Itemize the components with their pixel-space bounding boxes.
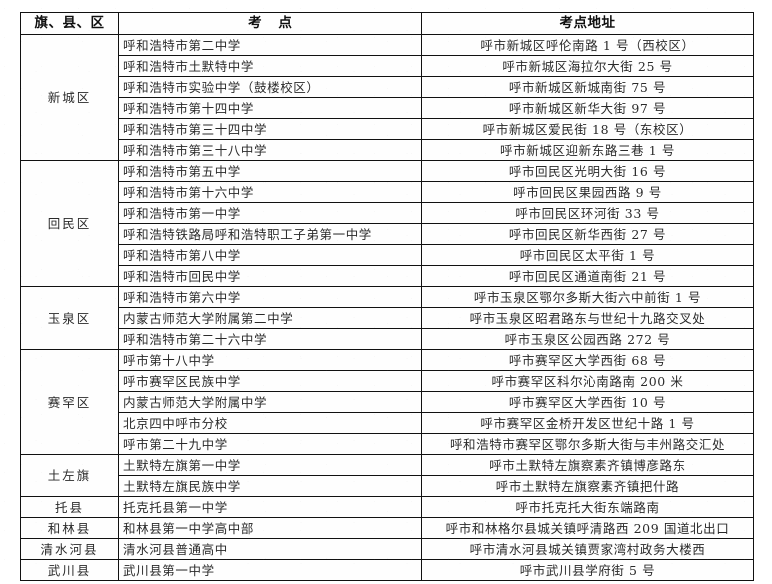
district-cell: 清水河县 [20,538,119,560]
exam-address-cell: 呼和浩特市赛罕区鄂尔多斯大街与丰州路交汇处 [421,433,754,455]
column-header-district: 旗、县、区 [20,12,119,35]
column-header-address: 考点地址 [421,12,754,35]
exam-site-cell: 呼和浩特市第二十六中学 [118,328,422,350]
exam-site-cell: 土默特左旗第一中学 [118,454,422,476]
exam-address-cell: 呼市土默特左旗察素齐镇博彦路东 [421,454,754,476]
table-row: 赛罕区 呼市第十八中学 呼市赛罕区大学西街 68 号 [20,349,754,455]
exam-address-cell: 呼市土默特左旗察素齐镇把什路 [421,475,754,497]
exam-site-cell: 呼和浩特市第三十八中学 [118,139,422,161]
table-row: 呼和浩特市第十四中学 呼市新城区新华大街 97 号 [21,97,754,119]
district-cell: 回民区 [20,160,119,287]
table-row: 回民区 呼和浩特市第五中学 呼市回民区光明大街 16 号 [20,160,754,287]
exam-site-cell: 武川县第一中学 [118,559,422,581]
exam-address-cell: 呼市回民区光明大街 16 号 [421,160,754,182]
column-header-site: 考 点 [118,12,422,35]
district-cell: 托县 [20,496,119,518]
table-row: 和林县 和林县第一中学高中部 呼市和林格尔县城关镇呼清路西 209 国道北出口 [20,517,754,539]
exam-site-cell: 内蒙古师范大学附属中学 [118,391,422,413]
exam-address-cell: 呼市玉泉区鄂尔多斯大街六中前街 1 号 [421,286,754,308]
table-row: 呼和浩特市第二十六中学 呼市玉泉区公园西路 272 号 [21,328,754,350]
district-cell: 土左旗 [20,454,119,497]
exam-site-cell: 内蒙古师范大学附属第二中学 [118,307,422,329]
district-cell: 武川县 [20,559,119,581]
table-row: 呼和浩特市土默特中学 呼市新城区海拉尔大街 25 号 [21,55,754,77]
table-row: 土默特左旗民族中学 呼市土默特左旗察素齐镇把什路 [21,475,754,497]
exam-address-cell: 呼市回民区通道南街 21 号 [421,265,754,287]
exam-address-cell: 呼市新城区爱民街 18 号（东校区） [421,118,754,140]
exam-site-cell: 呼和浩特市第五中学 [118,160,422,182]
exam-site-cell: 呼和浩特市第一中学 [118,202,422,224]
exam-address-cell: 呼市托克托大街东端路南 [421,496,754,518]
table-row: 武川县 武川县第一中学 呼市武川县学府街 5 号 [20,559,754,581]
exam-address-cell: 呼市赛罕区金桥开发区世纪十路 1 号 [421,412,754,434]
table-row: 玉泉区 呼和浩特市第六中学 呼市玉泉区鄂尔多斯大街六中前街 1 号 [20,286,754,350]
exam-address-cell: 呼市武川县学府街 5 号 [421,559,754,581]
district-cell: 和林县 [20,517,119,539]
exam-address-cell: 呼市赛罕区科尔沁南路南 200 米 [421,370,754,392]
exam-address-cell: 呼市回民区环河街 33 号 [421,202,754,224]
table-row: 土左旗 土默特左旗第一中学 呼市土默特左旗察素齐镇博彦路东 [20,454,754,497]
exam-site-table: 旗、县、区 考 点 考点地址 新城区 呼和浩特市第二中学 呼市新城区呼伦南路 1 号… [20,12,754,581]
exam-site-cell: 北京四中呼市分校 [118,412,422,434]
table-row: 新城区 呼和浩特市第二中学 呼市新城区呼伦南路 1 号（西校区） [20,34,754,161]
exam-address-cell: 呼市新城区新华大街 97 号 [421,97,754,119]
exam-site-cell: 呼和浩特市第八中学 [118,244,422,266]
exam-address-cell: 呼市玉泉区昭君路东与世纪十九路交叉处 [421,307,754,329]
table-header: 旗、县、区 考 点 考点地址 [20,12,754,35]
table-row: 清水河县 清水河县普通高中 呼市清水河县城关镇贾家湾村政务大楼西 [20,538,754,560]
exam-site-cell: 呼和浩特市土默特中学 [118,55,422,77]
exam-site-cell: 呼和浩特市第三十四中学 [118,118,422,140]
district-cell: 赛罕区 [20,349,119,455]
exam-address-cell: 呼市回民区果园西路 9 号 [421,181,754,203]
table-body: 新城区 呼和浩特市第二中学 呼市新城区呼伦南路 1 号（西校区） 呼和浩特市土默特中学… [20,34,754,581]
table-row: 呼和浩特市第十六中学 呼市回民区果园西路 9 号 [21,181,754,203]
exam-site-cell: 清水河县普通高中 [118,538,422,560]
header-row: 旗、县、区 考 点 考点地址 [20,12,754,35]
exam-address-cell: 呼市和林格尔县城关镇呼清路西 209 国道北出口 [421,517,754,539]
exam-site-cell: 呼和浩特市第二中学 [118,34,422,56]
table-row: 北京四中呼市分校 呼市赛罕区金桥开发区世纪十路 1 号 [21,412,754,434]
table-row: 呼市第二十九中学 呼和浩特市赛罕区鄂尔多斯大街与丰州路交汇处 [21,433,754,455]
exam-site-cell: 呼和浩特市第十四中学 [118,97,422,119]
exam-address-cell: 呼市清水河县城关镇贾家湾村政务大楼西 [421,538,754,560]
exam-site-cell: 呼市第十八中学 [118,349,422,371]
exam-site-cell: 呼和浩特市回民中学 [118,265,422,287]
exam-site-cell: 呼市第二十九中学 [118,433,422,455]
exam-site-cell: 托克托县第一中学 [118,496,422,518]
exam-address-cell: 呼市玉泉区公园西路 272 号 [421,328,754,350]
exam-address-cell: 呼市回民区太平街 1 号 [421,244,754,266]
exam-site-cell: 呼和浩特市第十六中学 [118,181,422,203]
table-row: 呼和浩特市实验中学（鼓楼校区） 呼市新城区新城南街 75 号 [21,76,754,98]
table-row: 呼和浩特市第一中学 呼市回民区环河街 33 号 [21,202,754,224]
table-row: 内蒙古师范大学附属中学 呼市赛罕区大学西街 10 号 [21,391,754,413]
exam-site-cell: 呼和浩特市实验中学（鼓楼校区） [118,76,422,98]
exam-address-cell: 呼市新城区呼伦南路 1 号（西校区） [421,34,754,56]
table-row: 呼和浩特市第三十四中学 呼市新城区爱民街 18 号（东校区） [21,118,754,140]
exam-site-cell: 和林县第一中学高中部 [118,517,422,539]
table-row: 呼和浩特市第三十八中学 呼市新城区迎新东路三巷 1 号 [21,139,754,161]
district-cell: 新城区 [20,34,119,161]
table-row: 呼市赛罕区民族中学 呼市赛罕区科尔沁南路南 200 米 [21,370,754,392]
district-cell: 玉泉区 [20,286,119,350]
exam-address-cell: 呼市赛罕区大学西街 10 号 [421,391,754,413]
table-row: 呼和浩特铁路局呼和浩特职工子弟第一中学 呼市回民区新华西街 27 号 [21,223,754,245]
exam-address-cell: 呼市赛罕区大学西街 68 号 [421,349,754,371]
table-row: 内蒙古师范大学附属第二中学 呼市玉泉区昭君路东与世纪十九路交叉处 [21,307,754,329]
table-row: 呼和浩特市第八中学 呼市回民区太平街 1 号 [21,244,754,266]
exam-address-cell: 呼市新城区迎新东路三巷 1 号 [421,139,754,161]
table-row: 托县 托克托县第一中学 呼市托克托大街东端路南 [20,496,754,518]
exam-address-cell: 呼市回民区新华西街 27 号 [421,223,754,245]
exam-site-cell: 呼和浩特市第六中学 [118,286,422,308]
exam-site-cell: 土默特左旗民族中学 [118,475,422,497]
exam-address-cell: 呼市新城区海拉尔大街 25 号 [421,55,754,77]
exam-address-cell: 呼市新城区新城南街 75 号 [421,76,754,98]
exam-site-cell: 呼和浩特铁路局呼和浩特职工子弟第一中学 [118,223,422,245]
table-row: 呼和浩特市回民中学 呼市回民区通道南街 21 号 [21,265,754,287]
exam-site-cell: 呼市赛罕区民族中学 [118,370,422,392]
